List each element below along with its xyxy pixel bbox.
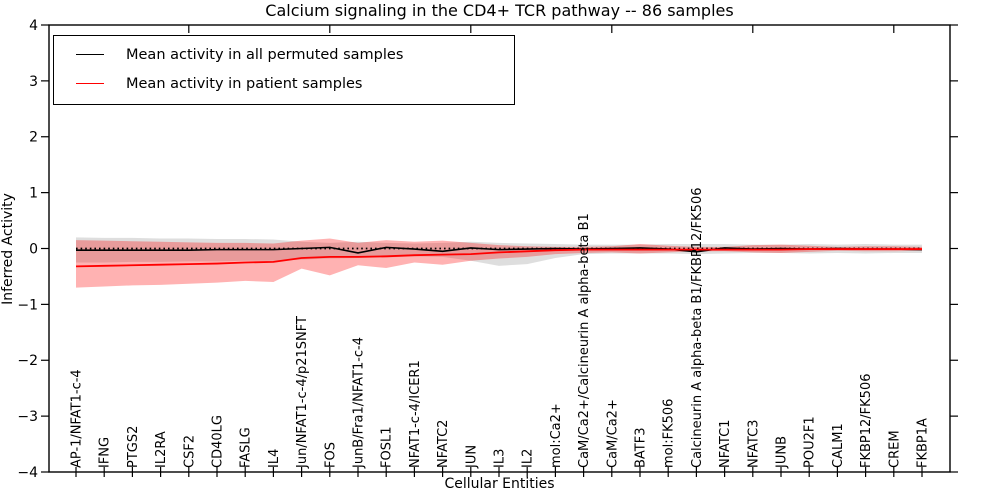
chart-title: Calcium signaling in the CD4+ TCR pathwa… bbox=[265, 1, 734, 20]
x-tick-label: mol:Ca2+ bbox=[549, 403, 564, 468]
y-tick-label: 1 bbox=[29, 186, 38, 202]
y-tick-label: −4 bbox=[17, 465, 38, 481]
x-tick-label: FOSL1 bbox=[380, 427, 395, 468]
x-tick-label: CD40LG bbox=[211, 415, 226, 468]
x-tick-label: BATF3 bbox=[634, 428, 649, 469]
x-tick-label: NFATC1 bbox=[718, 420, 733, 468]
x-tick-label: AP-1/NFAT1-c-4 bbox=[70, 369, 85, 468]
legend-entry-patient: Mean activity in patient samples bbox=[54, 69, 514, 98]
x-tick-label: JunB/Fra1/NFAT1-c-4 bbox=[352, 337, 367, 469]
x-tick-label: FKBP1A bbox=[916, 418, 931, 468]
x-tick-label: CaM/Ca2+/Calcineurin A alpha-beta B1 bbox=[577, 213, 592, 468]
x-tick-label: NFAT1-c-4/ICER1 bbox=[408, 360, 423, 468]
x-tick-label: IL4 bbox=[267, 449, 282, 468]
x-tick-label: JUN bbox=[464, 445, 479, 469]
x-axis-label: Cellular Entities bbox=[444, 476, 555, 492]
y-tick-label: −1 bbox=[17, 297, 38, 313]
x-tick-label: Jun/NFAT1-c-4/p21SNFT bbox=[295, 316, 310, 469]
x-tick-label: JUNB bbox=[775, 436, 790, 469]
x-tick-label: PTGS2 bbox=[126, 426, 141, 468]
y-tick-label: −3 bbox=[17, 409, 38, 425]
legend-line-sample-patient bbox=[76, 83, 104, 84]
x-tick-label: FASLG bbox=[239, 427, 254, 468]
legend-label-patient: Mean activity in patient samples bbox=[126, 75, 363, 92]
legend-label-permuted: Mean activity in all permuted samples bbox=[126, 46, 404, 63]
patient-confidence-band bbox=[76, 238, 922, 288]
legend-entry-permuted: Mean activity in all permuted samples bbox=[54, 40, 514, 69]
legend-line-sample-permuted bbox=[76, 54, 104, 55]
x-tick-label: IL3 bbox=[493, 449, 508, 468]
x-tick-label: CREM bbox=[887, 430, 902, 468]
patient-mean-line bbox=[75, 248, 922, 268]
x-tick-label: IFNG bbox=[98, 437, 113, 468]
x-tick-label: CSF2 bbox=[182, 435, 197, 468]
x-tick-label: NFATC2 bbox=[436, 420, 451, 468]
permuted-mean-line bbox=[76, 246, 923, 254]
x-tick-label: POU2F1 bbox=[803, 416, 818, 468]
x-tick-label: FKBP12/FK506 bbox=[859, 374, 874, 469]
x-tick-label: CALM1 bbox=[831, 423, 846, 468]
legend: Mean activity in all permuted samples Me… bbox=[53, 35, 515, 105]
x-tick-label: Calcineurin A alpha-beta B1/FKBP12/FK506 bbox=[690, 188, 705, 468]
y-tick-label: 0 bbox=[29, 241, 38, 257]
x-tick-label: CaM/Ca2+ bbox=[605, 399, 620, 468]
y-tick-label: −2 bbox=[17, 353, 38, 369]
x-tick-label: IL2RA bbox=[154, 431, 169, 468]
x-tick-label: IL2 bbox=[521, 449, 536, 468]
y-tick-label: 4 bbox=[29, 18, 38, 34]
x-tick-label: NFATC3 bbox=[746, 420, 761, 468]
x-tick-label: FOS bbox=[323, 442, 338, 468]
x-tick-label: mol:FK506 bbox=[662, 399, 677, 468]
y-tick-label: 2 bbox=[29, 130, 38, 146]
y-tick-label: 3 bbox=[29, 74, 38, 90]
